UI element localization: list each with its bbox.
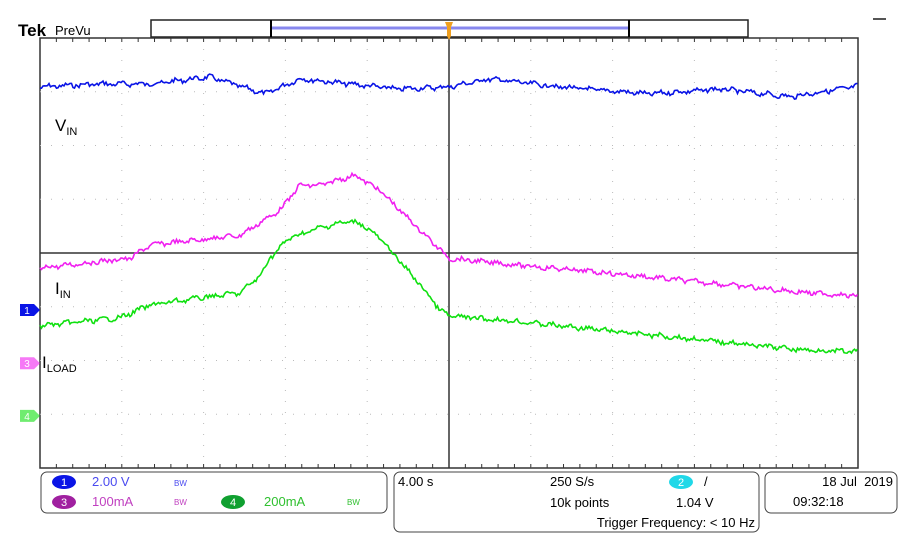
trigger-frequency: Trigger Frequency: < 10 Hz [597, 515, 755, 530]
channel-4-ground-marker[interactable]: 4 [20, 409, 40, 423]
iload-label: ILOAD [42, 353, 77, 375]
channel-1-ground-marker[interactable]: 1 [20, 303, 40, 317]
svg-text:3: 3 [24, 359, 30, 370]
acquisition-mode: PreVu [55, 23, 91, 38]
channel-3-ground-marker[interactable]: 3 [20, 357, 40, 370]
horizontal-scale[interactable]: 4.00 s [398, 474, 434, 489]
channel-3-number: 3 [61, 497, 67, 509]
channel-3-badge[interactable] [52, 495, 76, 509]
trigger-source-badge[interactable] [669, 475, 693, 489]
graticule [39, 37, 859, 469]
vin-label: VIN [55, 116, 77, 138]
channel-1-badge[interactable] [52, 475, 76, 489]
channel-4-scale[interactable]: 200mA [264, 494, 306, 509]
time: 09:32:18 [793, 494, 844, 509]
bandwidth-limit-icon: BW [174, 479, 187, 488]
svg-text:4: 4 [24, 412, 30, 423]
channel-4-number: 4 [230, 497, 236, 509]
trace-vin [39, 73, 858, 100]
trigger-level[interactable]: 1.04 V [676, 495, 714, 510]
sample-rate: 250 S/s [550, 474, 595, 489]
trigger-source: 2 [678, 477, 684, 489]
date: 18 Jul 2019 [822, 474, 893, 489]
trigger-position-marker[interactable] [445, 22, 453, 40]
brand-logo: Tek [18, 21, 47, 40]
channel-4-badge[interactable] [221, 495, 245, 509]
channel-3-scale[interactable]: 100mA [92, 494, 134, 509]
trace-iin [39, 171, 859, 299]
iin-label: IIN [55, 279, 71, 301]
bandwidth-limit-icon: BW [347, 498, 360, 507]
bandwidth-limit-icon: BW [174, 498, 187, 507]
rising-edge-icon: / [704, 474, 708, 489]
timebase-trigger-panel: 4.00 s 250 S/s 10k points 2 / 1.04 V Tri… [393, 471, 760, 533]
record-length: 10k points [550, 495, 610, 510]
datetime-panel: 18 Jul 2019 09:32:18 [764, 471, 898, 514]
trace-iload [39, 218, 859, 355]
channel-1-scale[interactable]: 2.00 V [92, 474, 130, 489]
channel-1-number: 1 [61, 477, 67, 489]
svg-text:1: 1 [24, 306, 30, 317]
channel-readout-panel: 1 2.00 V BW 3 100mA BW 4 200mA BW [40, 471, 388, 514]
